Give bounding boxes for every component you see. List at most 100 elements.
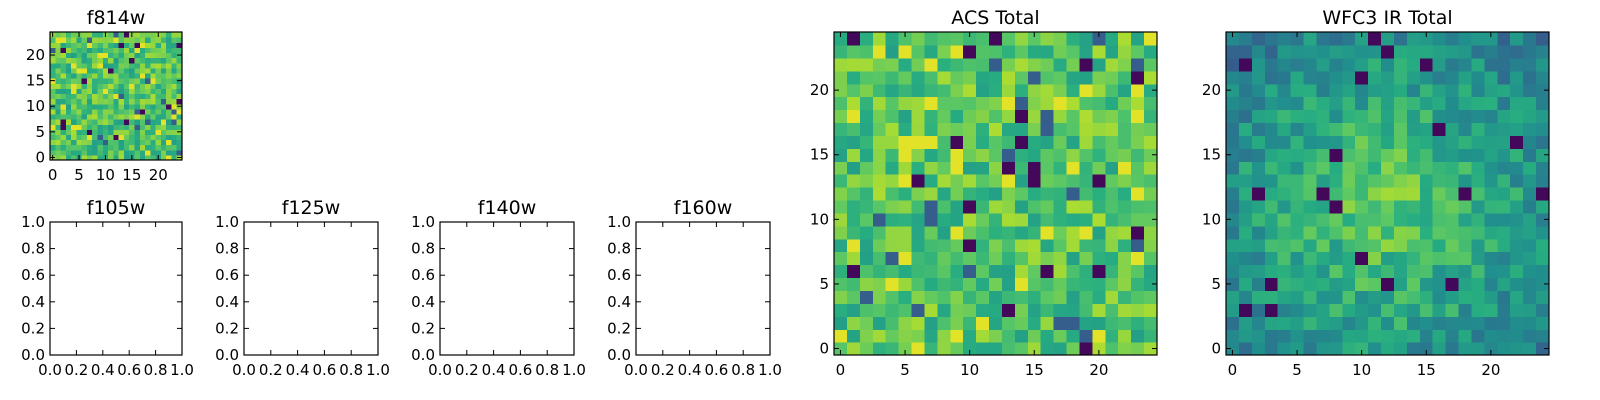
x-tick-label: 1.0 xyxy=(366,361,390,379)
heatmap-cell xyxy=(176,144,183,151)
heatmap-cell xyxy=(1368,122,1382,136)
heatmap-cell xyxy=(1458,264,1473,279)
heatmap-cell xyxy=(155,139,162,146)
heatmap-cell xyxy=(963,225,977,240)
heatmap-cell xyxy=(1368,44,1382,59)
heatmap-cell xyxy=(102,72,109,79)
y-tick-label: 0.4 xyxy=(607,293,631,311)
heatmap-cell xyxy=(65,67,72,74)
heatmap-cell xyxy=(155,119,162,125)
heatmap-cell xyxy=(50,113,56,120)
heatmap-cell xyxy=(1264,264,1279,279)
heatmap-cell xyxy=(1471,225,1485,240)
heatmap-cell xyxy=(1381,161,1395,175)
heatmap-cell xyxy=(924,122,938,136)
heatmap-cell xyxy=(60,78,67,84)
heatmap-cell xyxy=(1432,57,1447,72)
heatmap-cell xyxy=(924,212,938,227)
heatmap-cell xyxy=(1040,225,1055,240)
heatmap-cell xyxy=(1432,122,1447,136)
heatmap-cell xyxy=(1458,187,1473,201)
heatmap-cell xyxy=(1536,264,1550,279)
heatmap-cell xyxy=(859,83,874,98)
heatmap-cell xyxy=(139,88,146,95)
heatmap-cell xyxy=(176,139,183,146)
heatmap-cell xyxy=(846,316,861,330)
heatmap-cell xyxy=(171,129,178,135)
x-tick-label: 0.0 xyxy=(232,361,256,379)
heatmap-cell xyxy=(911,32,926,46)
heatmap-cell xyxy=(76,119,83,125)
heatmap-cell xyxy=(81,83,88,89)
heatmap-cell xyxy=(150,129,157,135)
heatmap-cell xyxy=(129,42,136,48)
heatmap-cell xyxy=(898,277,913,291)
heatmap-cell xyxy=(976,32,990,46)
heatmap-cell xyxy=(1406,83,1421,98)
heatmap-cell xyxy=(846,135,861,149)
heatmap-cell xyxy=(1014,57,1029,72)
heatmap-cell xyxy=(1226,70,1240,85)
heatmap-cell xyxy=(81,124,88,130)
heatmap-cell xyxy=(60,98,67,105)
heatmap-cell xyxy=(1014,32,1029,46)
heatmap-cell xyxy=(1040,135,1055,149)
heatmap-cell xyxy=(1027,122,1042,136)
heatmap-cell xyxy=(150,67,157,74)
heatmap-cell xyxy=(950,109,964,124)
heatmap-cell xyxy=(885,290,900,304)
heatmap-cell xyxy=(1251,161,1266,175)
heatmap-cell xyxy=(86,83,93,89)
heatmap-cell xyxy=(1251,342,1266,356)
heatmap-cell xyxy=(1368,187,1382,201)
heatmap-cell xyxy=(1277,303,1292,317)
heatmap-cell xyxy=(1523,290,1537,304)
heatmap-cell xyxy=(150,124,157,130)
heatmap-cell xyxy=(1355,277,1369,291)
heatmap-cell xyxy=(139,67,146,74)
heatmap-cell xyxy=(145,113,151,120)
heatmap-cell xyxy=(1303,44,1318,59)
heatmap-cell xyxy=(150,149,157,156)
heatmap-cell xyxy=(1355,187,1369,201)
heatmap-cell xyxy=(1303,135,1318,149)
heatmap-cell xyxy=(134,113,141,120)
y-tick-label: 0.2 xyxy=(607,319,631,337)
heatmap-cell xyxy=(123,108,130,115)
heatmap-cell xyxy=(924,57,938,72)
heatmap-cell xyxy=(1393,329,1408,343)
heatmap-cell xyxy=(50,108,56,115)
heatmap-cell xyxy=(834,32,848,46)
heatmap-cell xyxy=(55,93,62,100)
heatmap-cell xyxy=(1118,329,1132,343)
heatmap-cell xyxy=(1053,122,1068,136)
heatmap-cell xyxy=(166,154,173,161)
heatmap-cell xyxy=(1419,212,1434,227)
heatmap-cell xyxy=(134,134,141,141)
heatmap-cell xyxy=(1329,199,1343,214)
heatmap-cell xyxy=(166,108,173,115)
heatmap-cell xyxy=(1105,148,1119,162)
heatmap-cell xyxy=(60,37,67,43)
heatmap-cell xyxy=(1105,109,1119,124)
heatmap-cell xyxy=(1092,83,1106,98)
heatmap-cell xyxy=(1342,32,1356,46)
heatmap-cell xyxy=(171,113,178,120)
heatmap-cell xyxy=(92,144,99,151)
heatmap-cell xyxy=(1484,187,1498,201)
y-tick-label: 0.6 xyxy=(215,266,239,284)
heatmap-cell xyxy=(129,52,136,59)
heatmap-cell xyxy=(1027,96,1042,111)
heatmap-cell xyxy=(1303,225,1318,240)
heatmap-cell xyxy=(1536,342,1550,356)
heatmap-cell xyxy=(166,144,173,151)
heatmap-cell xyxy=(1342,290,1356,304)
heatmap-cell xyxy=(1079,57,1093,72)
heatmap-cell xyxy=(1342,303,1356,317)
heatmap-cell xyxy=(55,149,62,156)
heatmap-cell xyxy=(55,98,62,105)
heatmap-cell xyxy=(118,144,125,151)
heatmap-cell xyxy=(134,47,141,54)
